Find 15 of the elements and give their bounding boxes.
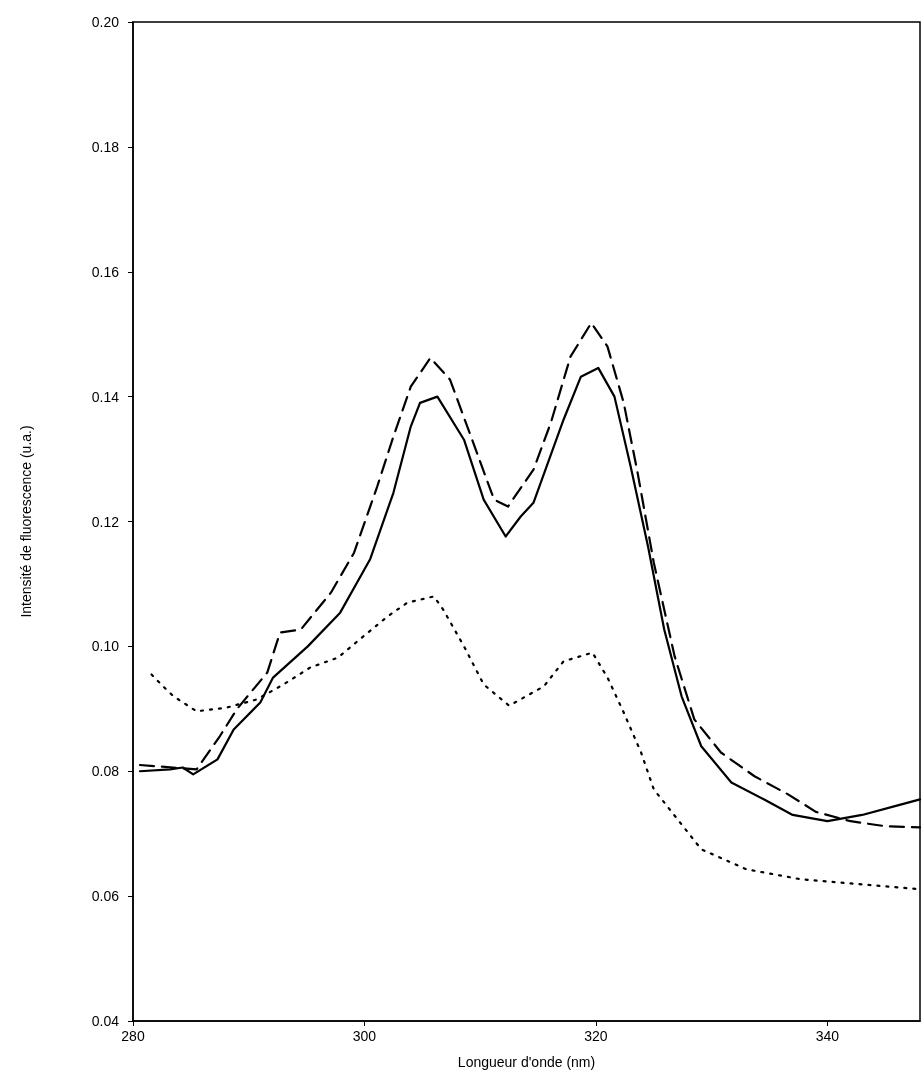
y-tick-label: 0.10 [91,638,120,655]
y-tick-label: 0.12 [91,513,120,530]
y-tick-label: 0.06 [91,888,120,905]
y-tick-label: 0.20 [91,14,120,30]
y-tick-label: 0.16 [91,263,120,280]
x-tick-label: 340 [815,1028,840,1044]
y-tick-label: 0.18 [91,138,120,155]
y-tick-label: 0.04 [91,1013,120,1029]
y-tick-label: 0.14 [91,388,120,405]
x-tick-label: 300 [352,1028,377,1044]
y-axis-title: Intensité de fluorescence (u.a.) [18,425,34,618]
x-tick-label: 280 [121,1028,145,1044]
y-tick-label: 0.08 [91,763,120,780]
x-tick-label: 320 [584,1028,608,1044]
x-axis-title: Longueur d'onde (nm) [457,1054,596,1070]
